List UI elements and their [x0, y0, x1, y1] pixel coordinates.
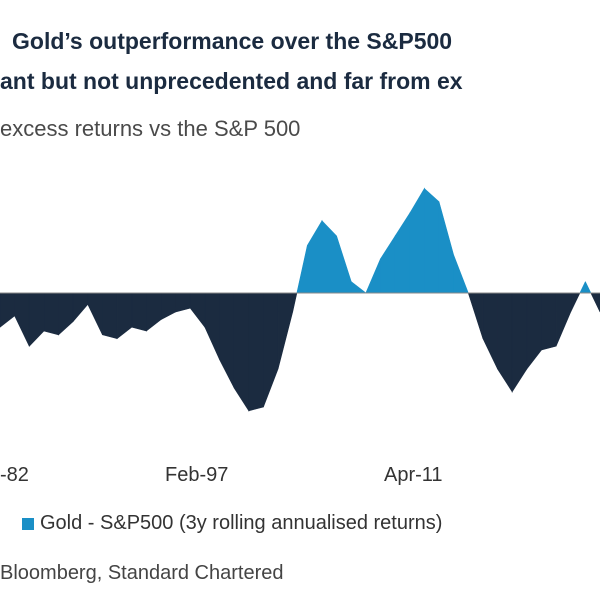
legend-label: Gold - S&P500 (3y rolling annualised ret…: [40, 512, 443, 534]
negative-area-segment: [219, 292, 235, 389]
positive-area-segment: [409, 187, 425, 294]
negative-area-segment: [555, 292, 572, 347]
negative-area-segment: [146, 292, 162, 332]
negative-area-segment: [292, 292, 298, 313]
source-note: Bloomberg, Standard Chartered: [0, 562, 284, 584]
negative-area-segment: [58, 292, 74, 336]
chart-subtitle: excess returns vs the S&P 500: [0, 116, 301, 141]
negative-area-segment: [189, 292, 206, 329]
negative-area-segment: [14, 292, 30, 347]
positive-area-segment: [336, 235, 352, 294]
negative-area-segment: [0, 292, 15, 328]
negative-area-segment: [541, 292, 557, 351]
negative-area-segment: [511, 292, 528, 393]
negative-area-segment: [43, 292, 59, 336]
negative-area-segment: [263, 292, 279, 408]
positive-area-segment: [380, 234, 396, 294]
x-tick-label: -82: [0, 464, 29, 486]
positive-area-segment: [321, 220, 337, 294]
legend: Gold - S&P500 (3y rolling annualised ret…: [22, 512, 442, 535]
positive-area-segment: [579, 281, 586, 294]
positive-area-segment: [365, 258, 381, 294]
positive-area-segment: [438, 201, 454, 294]
negative-area-segment: [131, 292, 147, 332]
negative-area-segment: [87, 292, 103, 335]
x-tick-label: Feb-97: [165, 464, 229, 486]
negative-area-segment: [248, 292, 264, 412]
x-tick-label: Apr-11: [384, 464, 443, 486]
legend-swatch: [22, 517, 34, 530]
negative-area-segment: [28, 292, 45, 347]
negative-area-segment: [467, 292, 484, 339]
negative-area-segment: [160, 292, 176, 321]
negative-area-segment: [233, 292, 250, 412]
negative-area-segment: [526, 292, 542, 370]
negative-area-segment: [497, 292, 513, 393]
negative-area-segment: [590, 292, 600, 313]
positive-area-segment: [296, 245, 308, 294]
negative-area-segment: [102, 292, 118, 339]
chart-title-line-2: ant but not unprecedented and far from e…: [0, 68, 463, 94]
positive-area-segment: [585, 281, 592, 294]
negative-area-segment: [175, 292, 191, 313]
negative-area-segment: [482, 292, 498, 370]
positive-area-segment: [307, 219, 323, 294]
negative-area-segment: [72, 292, 89, 323]
chart-title-line-1: Gold’s outperformance over the S&P500: [12, 28, 453, 54]
positive-area-segment: [453, 254, 469, 294]
positive-area-segment: [424, 187, 440, 294]
area-chart: [0, 187, 600, 412]
positive-area-segment: [394, 212, 411, 294]
negative-area-segment: [204, 292, 220, 360]
positive-area-segment: [350, 280, 367, 294]
negative-area-segment: [570, 292, 581, 313]
negative-area-segment: [277, 292, 293, 370]
negative-area-segment: [116, 292, 133, 340]
